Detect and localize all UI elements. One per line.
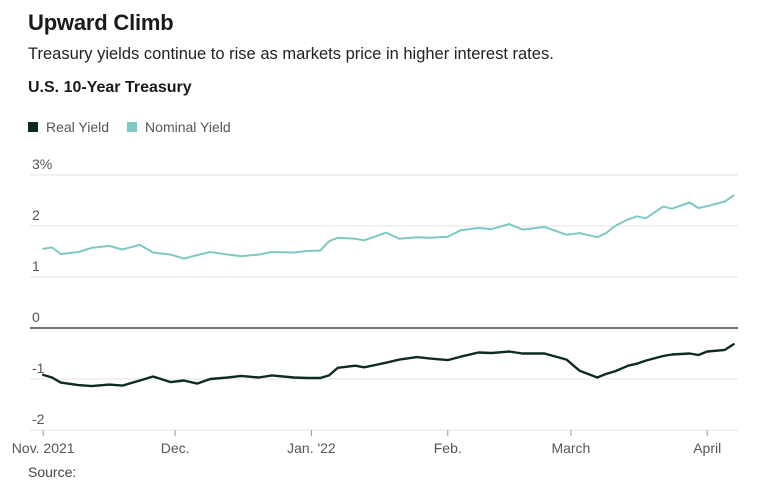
chart-subtitle: Treasury yields continue to rise as mark… <box>28 45 554 63</box>
x-tick-label: Dec. <box>161 440 190 456</box>
x-tick-label: Jan. '22 <box>287 440 336 456</box>
x-tick-label: Feb. <box>434 440 462 456</box>
y-tick-label: -1 <box>32 360 45 376</box>
y-tick-label: 3% <box>32 156 52 172</box>
y-tick-label: -2 <box>32 411 45 427</box>
legend-label-real: Real Yield <box>46 119 110 135</box>
y-tick-label: 0 <box>32 309 40 325</box>
x-tick-label: Nov. 2021 <box>12 440 75 456</box>
x-tick-label: March <box>551 440 590 456</box>
legend-swatch-nominal <box>127 122 138 132</box>
legend-item-real: Real Yield <box>28 119 109 135</box>
legend-item-nominal: Nominal Yield <box>127 119 231 135</box>
source-note: Source: <box>28 464 77 480</box>
y-tick-label: 2 <box>32 207 40 223</box>
series-line-real-yield <box>42 343 735 388</box>
series-line-nominal-yield <box>42 194 735 260</box>
legend: Real Yield Nominal Yield <box>28 119 249 135</box>
legend-swatch-real <box>28 122 38 132</box>
legend-label-nominal: Nominal Yield <box>145 119 231 135</box>
chart-label: U.S. 10-Year Treasury <box>28 79 192 96</box>
chart-title: Upward Climb <box>28 10 174 35</box>
x-tick-label: April <box>693 440 721 456</box>
y-tick-label: 1 <box>32 258 40 274</box>
